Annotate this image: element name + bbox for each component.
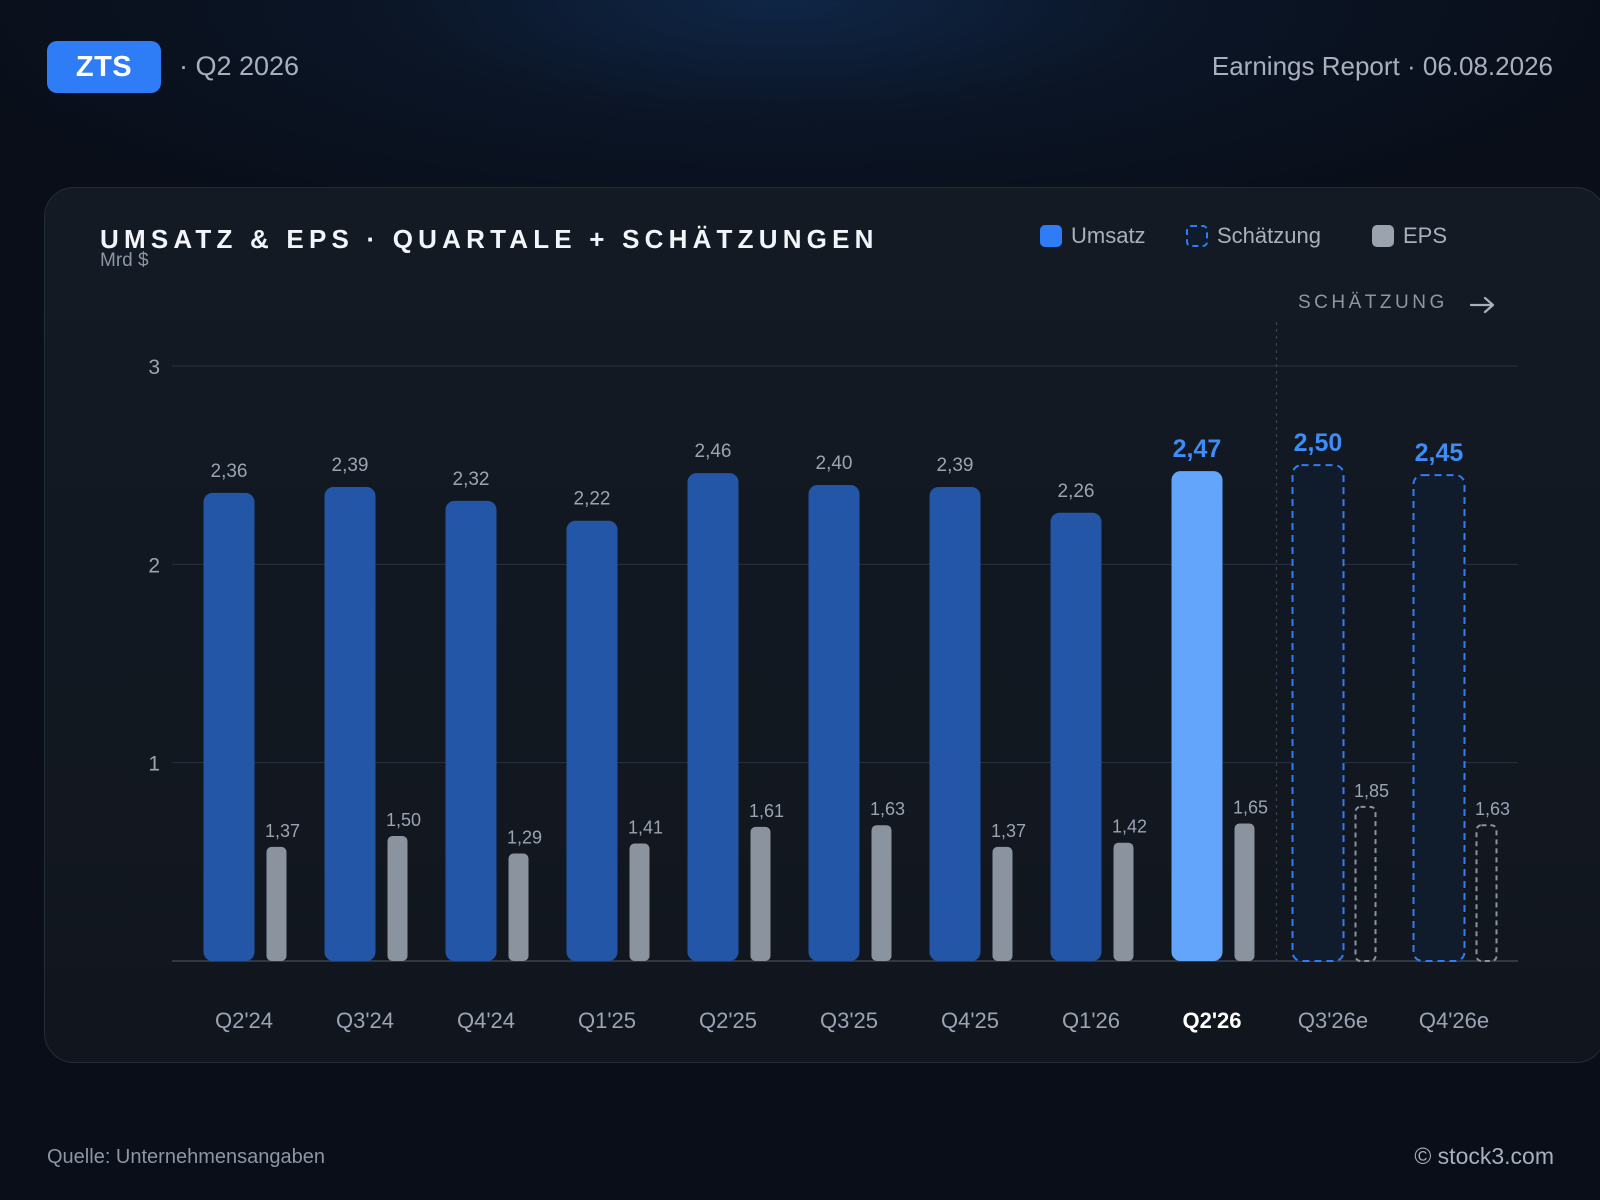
brand-credit[interactable]: © stock3.com bbox=[1414, 1143, 1554, 1169]
eps-bar bbox=[1113, 842, 1134, 961]
chart-unit: Mrd $ bbox=[100, 250, 149, 271]
eps-value-label: 1,61 bbox=[749, 801, 784, 821]
eps-value-label: 1,65 bbox=[1233, 798, 1268, 818]
revenue-estimate-bar bbox=[1291, 464, 1345, 962]
x-category-label: Q4'24 bbox=[457, 1008, 515, 1033]
legend-item-schaetzung[interactable]: Schätzung bbox=[1186, 222, 1321, 250]
header-bar: ZTS · Q2 2026 Earnings Report · 06.08.20… bbox=[47, 41, 1553, 93]
revenue-estimate-bar bbox=[1412, 474, 1466, 962]
revenue-bar bbox=[808, 485, 860, 961]
revenue-value-label: 2,50 bbox=[1294, 429, 1343, 457]
revenue-bar bbox=[687, 473, 739, 961]
revenue-value-label: 2,39 bbox=[937, 455, 974, 476]
legend-label-umsatz: Umsatz bbox=[1071, 223, 1146, 248]
revenue-value-label: 2,22 bbox=[574, 489, 611, 510]
eps-value-label: 1,29 bbox=[507, 828, 542, 848]
eps-bar bbox=[387, 836, 408, 961]
eps-value-label: 1,50 bbox=[386, 810, 421, 830]
revenue-bar bbox=[1050, 512, 1102, 961]
eps-value-label: 1,63 bbox=[1475, 799, 1510, 819]
x-category-label: Q2'26 bbox=[1182, 1008, 1241, 1033]
legend-label-eps: EPS bbox=[1403, 223, 1448, 248]
legend-item-umsatz[interactable]: Umsatz bbox=[1040, 222, 1146, 250]
revenue-bar-current bbox=[1171, 471, 1223, 961]
x-category-label: Q4'25 bbox=[941, 1008, 999, 1033]
revenue-bar bbox=[324, 486, 376, 961]
eps-bar bbox=[629, 843, 650, 961]
chart-title: UMSATZ & EPS · QUARTALE + SCHÄTZUNGEN bbox=[100, 224, 879, 254]
eps-value-label: 1,41 bbox=[628, 818, 663, 838]
revenue-bar bbox=[203, 492, 255, 961]
legend-swatch-eps bbox=[1372, 225, 1394, 247]
eps-bar bbox=[508, 853, 529, 961]
revenue-bar bbox=[445, 500, 497, 961]
legend-item-eps[interactable]: EPS bbox=[1372, 222, 1447, 250]
x-category-label: Q1'26 bbox=[1062, 1008, 1120, 1033]
revenue-value-label: 2,45 bbox=[1415, 439, 1464, 467]
y-tick-label: 2 bbox=[148, 554, 160, 577]
eps-value-label: 1,37 bbox=[265, 821, 300, 841]
eps-estimate-bar bbox=[1475, 824, 1498, 963]
estimate-marker-label: SCHÄTZUNG bbox=[1298, 292, 1448, 313]
report-date: Earnings Report · 06.08.2026 bbox=[1211, 51, 1553, 81]
x-category-label: Q1'25 bbox=[578, 1008, 636, 1033]
revenue-value-label: 2,26 bbox=[1058, 481, 1095, 502]
revenue-value-label: 2,39 bbox=[332, 455, 369, 476]
x-category-label: Q3'25 bbox=[820, 1008, 878, 1033]
eps-bar bbox=[266, 846, 287, 961]
eps-value-label: 1,42 bbox=[1112, 817, 1147, 837]
revenue-value-label: 2,47 bbox=[1173, 435, 1222, 463]
legend-label-schaetzung: Schätzung bbox=[1217, 223, 1321, 248]
revenue-bar bbox=[929, 486, 981, 961]
legend-swatch-umsatz bbox=[1040, 225, 1062, 247]
eps-value-label: 1,37 bbox=[991, 821, 1026, 841]
revenue-value-label: 2,36 bbox=[211, 461, 248, 482]
x-category-label: Q3'24 bbox=[336, 1008, 394, 1033]
revenue-value-label: 2,40 bbox=[816, 453, 853, 474]
arrow-right-icon bbox=[1470, 296, 1495, 314]
ticker-badge[interactable]: ZTS bbox=[47, 41, 161, 93]
x-category-label: Q2'25 bbox=[699, 1008, 757, 1033]
eps-value-label: 1,63 bbox=[870, 799, 905, 819]
eps-bar bbox=[871, 825, 892, 961]
revenue-value-label: 2,46 bbox=[695, 441, 732, 462]
revenue-bar bbox=[566, 520, 618, 961]
eps-bar bbox=[1234, 823, 1255, 961]
legend-swatch-schaetzung bbox=[1186, 225, 1208, 247]
x-category-label: Q2'24 bbox=[215, 1008, 273, 1033]
x-category-label: Q3'26e bbox=[1298, 1008, 1368, 1033]
eps-bar bbox=[992, 846, 1013, 961]
x-category-label: Q4'26e bbox=[1419, 1008, 1489, 1033]
eps-value-label: 1,85 bbox=[1354, 781, 1389, 801]
y-tick-label: 3 bbox=[148, 356, 160, 379]
period-label: · Q2 2026 bbox=[179, 51, 300, 81]
revenue-value-label: 2,32 bbox=[453, 469, 490, 490]
y-tick-label: 1 bbox=[148, 753, 160, 776]
eps-estimate-bar bbox=[1354, 805, 1377, 963]
source-note: Quelle: Unternehmensangaben bbox=[47, 1146, 325, 1168]
eps-bar bbox=[750, 826, 771, 961]
